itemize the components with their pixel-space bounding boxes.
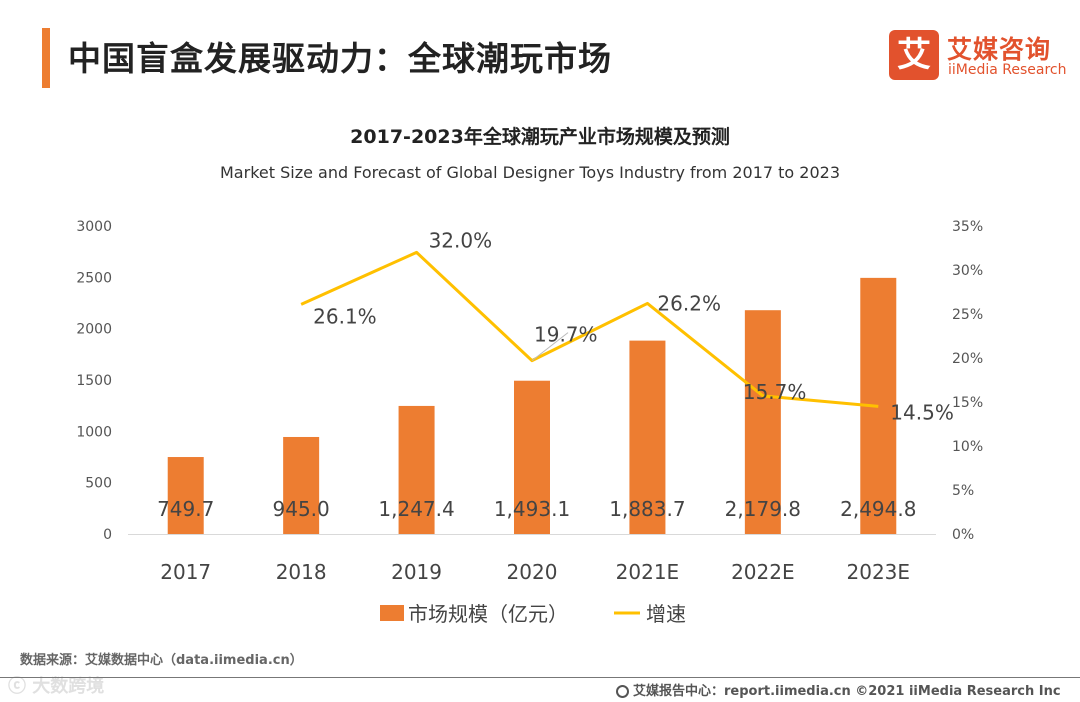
y-right-tick-label: 35% (952, 219, 983, 235)
bar-value-label: 2,494.8 (840, 497, 916, 521)
data-source: 数据来源：艾媒数据中心（data.iimedia.cn） (20, 653, 303, 668)
x-tick-label: 2019 (391, 560, 442, 584)
footer-divider (0, 677, 1080, 678)
page-title: 中国盲盒发展驱动力：全球潮玩市场 (68, 39, 612, 78)
legend-bar-swatch (380, 605, 404, 621)
y-right-tick-label: 25% (952, 307, 983, 323)
bar-2021E (629, 340, 666, 534)
y-left-tick-label: 2000 (76, 322, 112, 338)
y-right-tick-label: 10% (952, 439, 983, 455)
growth-rate-line (300, 250, 879, 408)
bar-value-label: 2,179.8 (725, 497, 801, 521)
x-tick-label: 2021E (616, 560, 680, 584)
legend-line-label: 增速 (646, 602, 686, 626)
growth-value-label: 19.7% (534, 323, 598, 347)
x-tick-label: 2018 (276, 560, 327, 584)
growth-value-label: 26.2% (657, 291, 721, 315)
growth-value-label: 32.0% (429, 228, 493, 252)
y-right-tick-label: 30% (952, 263, 983, 279)
y-left-tick-label: 1500 (76, 373, 112, 389)
growth-value-label: 15.7% (743, 380, 807, 404)
bar-value-label: 945.0 (273, 497, 330, 521)
bar-value-label: 1,883.7 (609, 497, 685, 521)
chart-subtitle: Market Size and Forecast of Global Desig… (220, 163, 840, 182)
logo-mark-icon: 艾 (889, 30, 939, 80)
bar-2017 (167, 457, 204, 534)
y-left-tick-label: 1000 (76, 424, 112, 440)
bar-2020 (514, 380, 550, 534)
y-right-tick-label: 0% (952, 527, 974, 543)
x-tick-label: 2020 (507, 560, 558, 584)
globe-icon (616, 685, 629, 698)
y-left-tick-label: 3000 (76, 219, 112, 235)
growth-value-label: 26.1% (313, 304, 377, 328)
bar-2018 (283, 436, 320, 534)
logo-english-name: iiMedia Research (948, 62, 1067, 78)
footer-copyright: 艾媒报告中心：report.iimedia.cn ©2021 iiMedia R… (616, 680, 1061, 699)
bar-2019 (398, 405, 435, 534)
legend-bar-label: 市场规模（亿元） (408, 602, 568, 626)
bar-value-label: 1,493.1 (494, 497, 570, 521)
y-right-tick-label: 20% (952, 351, 983, 367)
y-right-tick-label: 5% (952, 483, 974, 499)
leader-line (531, 332, 569, 362)
bar-value-label: 749.7 (157, 497, 214, 521)
y-left-tick-label: 500 (85, 476, 112, 492)
x-tick-label: 2017 (160, 560, 211, 584)
growth-value-label: 14.5% (890, 400, 954, 424)
watermark: ⓒ 大数跨境 (8, 676, 105, 697)
y-left-tick-label: 2500 (76, 270, 112, 286)
bar-2022E (744, 310, 781, 534)
x-tick-label: 2022E (731, 560, 795, 584)
logo-chinese-name: 艾媒咨询 (947, 35, 1052, 64)
footer-copyright-text: 艾媒报告中心：report.iimedia.cn ©2021 iiMedia R… (633, 684, 1061, 699)
y-left-tick-label: 0 (103, 527, 112, 543)
y-right-tick-label: 15% (952, 395, 983, 411)
x-tick-label: 2023E (847, 560, 911, 584)
bar-value-label: 1,247.4 (378, 497, 454, 521)
title-accent-bar (42, 28, 50, 88)
chart-title: 2017-2023年全球潮玩产业市场规模及预测 (350, 125, 730, 148)
